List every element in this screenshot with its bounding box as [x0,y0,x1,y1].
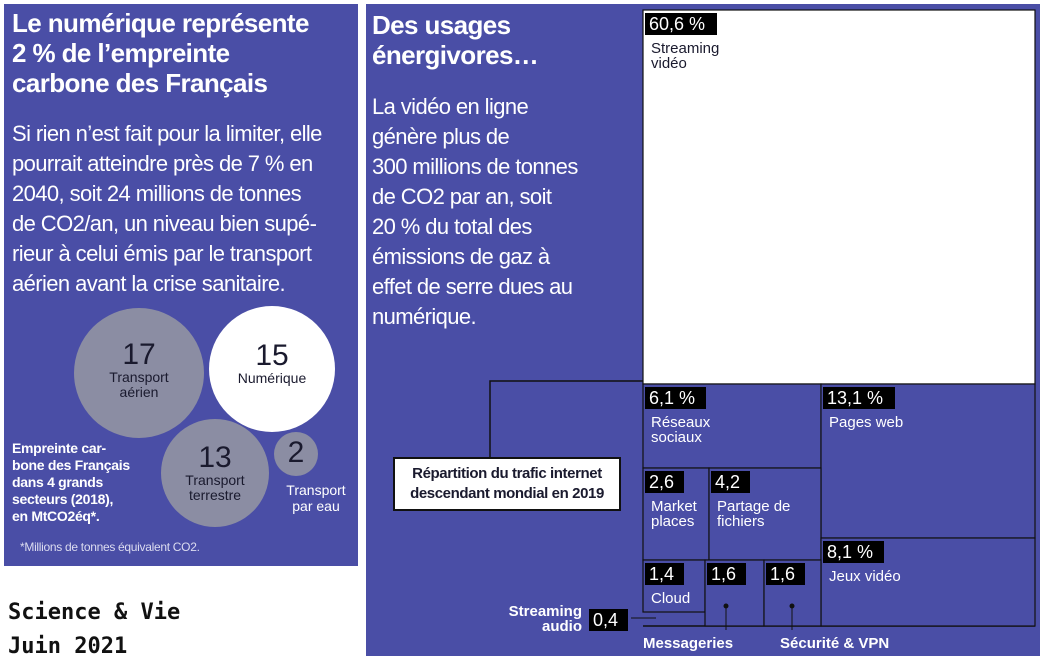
left-title: Le numérique représente 2 % de l’emprein… [12,8,352,98]
left-panel: Le numérique représente 2 % de l’emprein… [4,4,358,566]
treemap-value-tag-streaming-video [645,13,717,35]
legend-line: Répartition du trafic internet [412,465,602,482]
treemap-cell-pages-web [820,383,1036,539]
bubble-value: 15 [255,339,289,372]
bubble-chart-caption: Empreinte car- bone des Français dans 4 … [12,440,172,525]
right-body-line: 20 % du total des [372,214,532,239]
treemap-label-reseaux-sociaux: sociaux [651,429,702,446]
caption-line: dans 4 grands [12,474,104,490]
right-title-line: Des usages [372,10,511,40]
treemap-value-jeux-video: 8,1 % [827,542,873,562]
caption-line: bone des Français [12,457,130,473]
treemap-value-tag-partage-de-fichiers [711,471,750,493]
right-body-line: effet de serre dues au [372,274,573,299]
treemap-value-tag-pages-web [823,387,895,409]
left-body-line: rieur à celui émis par le transport [12,241,312,266]
treemap-value-tag-reseaux-sociaux [645,387,706,409]
treemap-value-securite-vpn: 1,6 [770,564,795,584]
treemap-value-market-places: 2,6 [649,472,674,492]
right-body-line: numérique. [372,304,477,329]
right-body-line: 300 millions de tonnes [372,154,578,179]
bubble-value: 17 [122,338,156,371]
left-title-line: Le numérique représente [12,8,309,38]
treemap-label-cloud: Cloud [651,590,690,607]
bubble-label-transport-par-eau: Transport par eau [274,482,358,514]
treemap-value-tag-messageries [707,563,746,585]
left-title-line: carbone des Français [12,68,268,98]
bubble-label: aérien [119,384,159,400]
treemap-value-tag-streaming-audio [589,609,628,631]
treemap-value-tag-securite-vpn [766,563,805,585]
caption-line: Empreinte car- [12,440,106,456]
treemap-legend-box: Répartition du trafic internet descendan… [393,457,621,511]
right-body: La vidéo en ligne génère plus de 300 mil… [372,92,634,332]
right-body-line: La vidéo en ligne [372,94,529,119]
treemap-label-streaming-audio: audio [542,618,582,635]
left-body-line: aérien avant la crise sanitaire. [12,271,286,296]
bubble-label: Transport [185,472,245,488]
left-body-line: Si rien n’est fait pour la limiter, elle [12,121,322,146]
treemap-value-tag-cloud [645,563,684,585]
right-body-line: émissions de gaz à [372,244,550,269]
source-line: Juin 2021 [8,634,128,659]
left-body-line: pourrait atteindre près de 7 % en [12,151,313,176]
bubble-label: Numérique [237,370,307,386]
treemap-label-market-places: places [651,513,694,530]
treemap-label-jeux-video: Jeux vidéo [829,568,901,585]
legend-line: descendant mondial en 2019 [410,485,604,502]
treemap-value-tag-jeux-video [823,541,884,563]
right-title: Des usages énergivores… [372,10,632,70]
bubble-transport-aerien: 17 Transport aérien [74,308,204,438]
left-body-line: 2040, soit 24 millions de tonnes [12,181,302,206]
treemap-label-pages-web: Pages web [829,414,903,431]
treemap-value-messageries: 1,6 [711,564,736,584]
left-body-line: de CO2/an, un niveau bien supé- [12,211,317,236]
treemap-value-tag-market-places [645,471,684,493]
treemap-label-streaming-video: Streaming [651,40,719,57]
source-credit: Science & Vie Juin 2021 [8,596,180,660]
footnote: *Millions de tonnes équivalent CO2. [20,540,200,554]
caption-line: en MtCO2éq*. [12,508,100,524]
treemap-label-securite-vpn: Sécurité & VPN [780,635,889,652]
right-body-line: génère plus de [372,124,510,149]
treemap-value-reseaux-sociaux: 6,1 % [649,388,695,408]
treemap-value-partage-de-fichiers: 4,2 [715,472,740,492]
treemap-value-streaming-video: 60,6 % [649,14,705,34]
bubble-value: 13 [198,441,232,474]
treemap-label-partage-de-fichiers: Partage de [717,498,790,515]
caption-line: secteurs (2018), [12,491,114,507]
bubble-transport-par-eau: 2 [274,432,318,476]
left-title-line: 2 % de l’empreinte [12,38,230,68]
treemap-label-streaming-audio: Streaming [509,603,582,620]
legend-leader-line [489,380,643,457]
bubble-label: Transport [109,369,169,385]
treemap-label-reseaux-sociaux: Réseaux [651,414,711,431]
treemap-cell-streaming-video [642,9,1036,385]
treemap-label-messageries: Messageries [643,635,733,652]
treemap-value-streaming-audio: 0,4 [593,610,618,630]
right-body-line: de CO2 par an, soit [372,184,552,209]
left-body: Si rien n’est fait pour la limiter, elle… [12,119,352,299]
treemap-value-cloud: 1,4 [649,564,674,584]
bubble-label: terrestre [188,487,242,503]
bubble-transport-terrestre: 13 Transport terrestre [161,419,269,527]
bubble-label: par eau [292,498,340,514]
treemap-label-partage-de-fichiers: fichiers [717,513,765,530]
treemap-value-pages-web: 13,1 % [827,388,883,408]
treemap-label-market-places: Market [651,498,698,515]
bubble-value: 2 [287,436,305,469]
bubble-numerique: 15 Numérique [209,306,335,432]
right-title-line: énergivores… [372,40,539,70]
treemap-label-streaming-video: vidéo [651,55,687,72]
bubble-label: Transport [286,482,346,498]
source-line: Science & Vie [8,600,181,625]
